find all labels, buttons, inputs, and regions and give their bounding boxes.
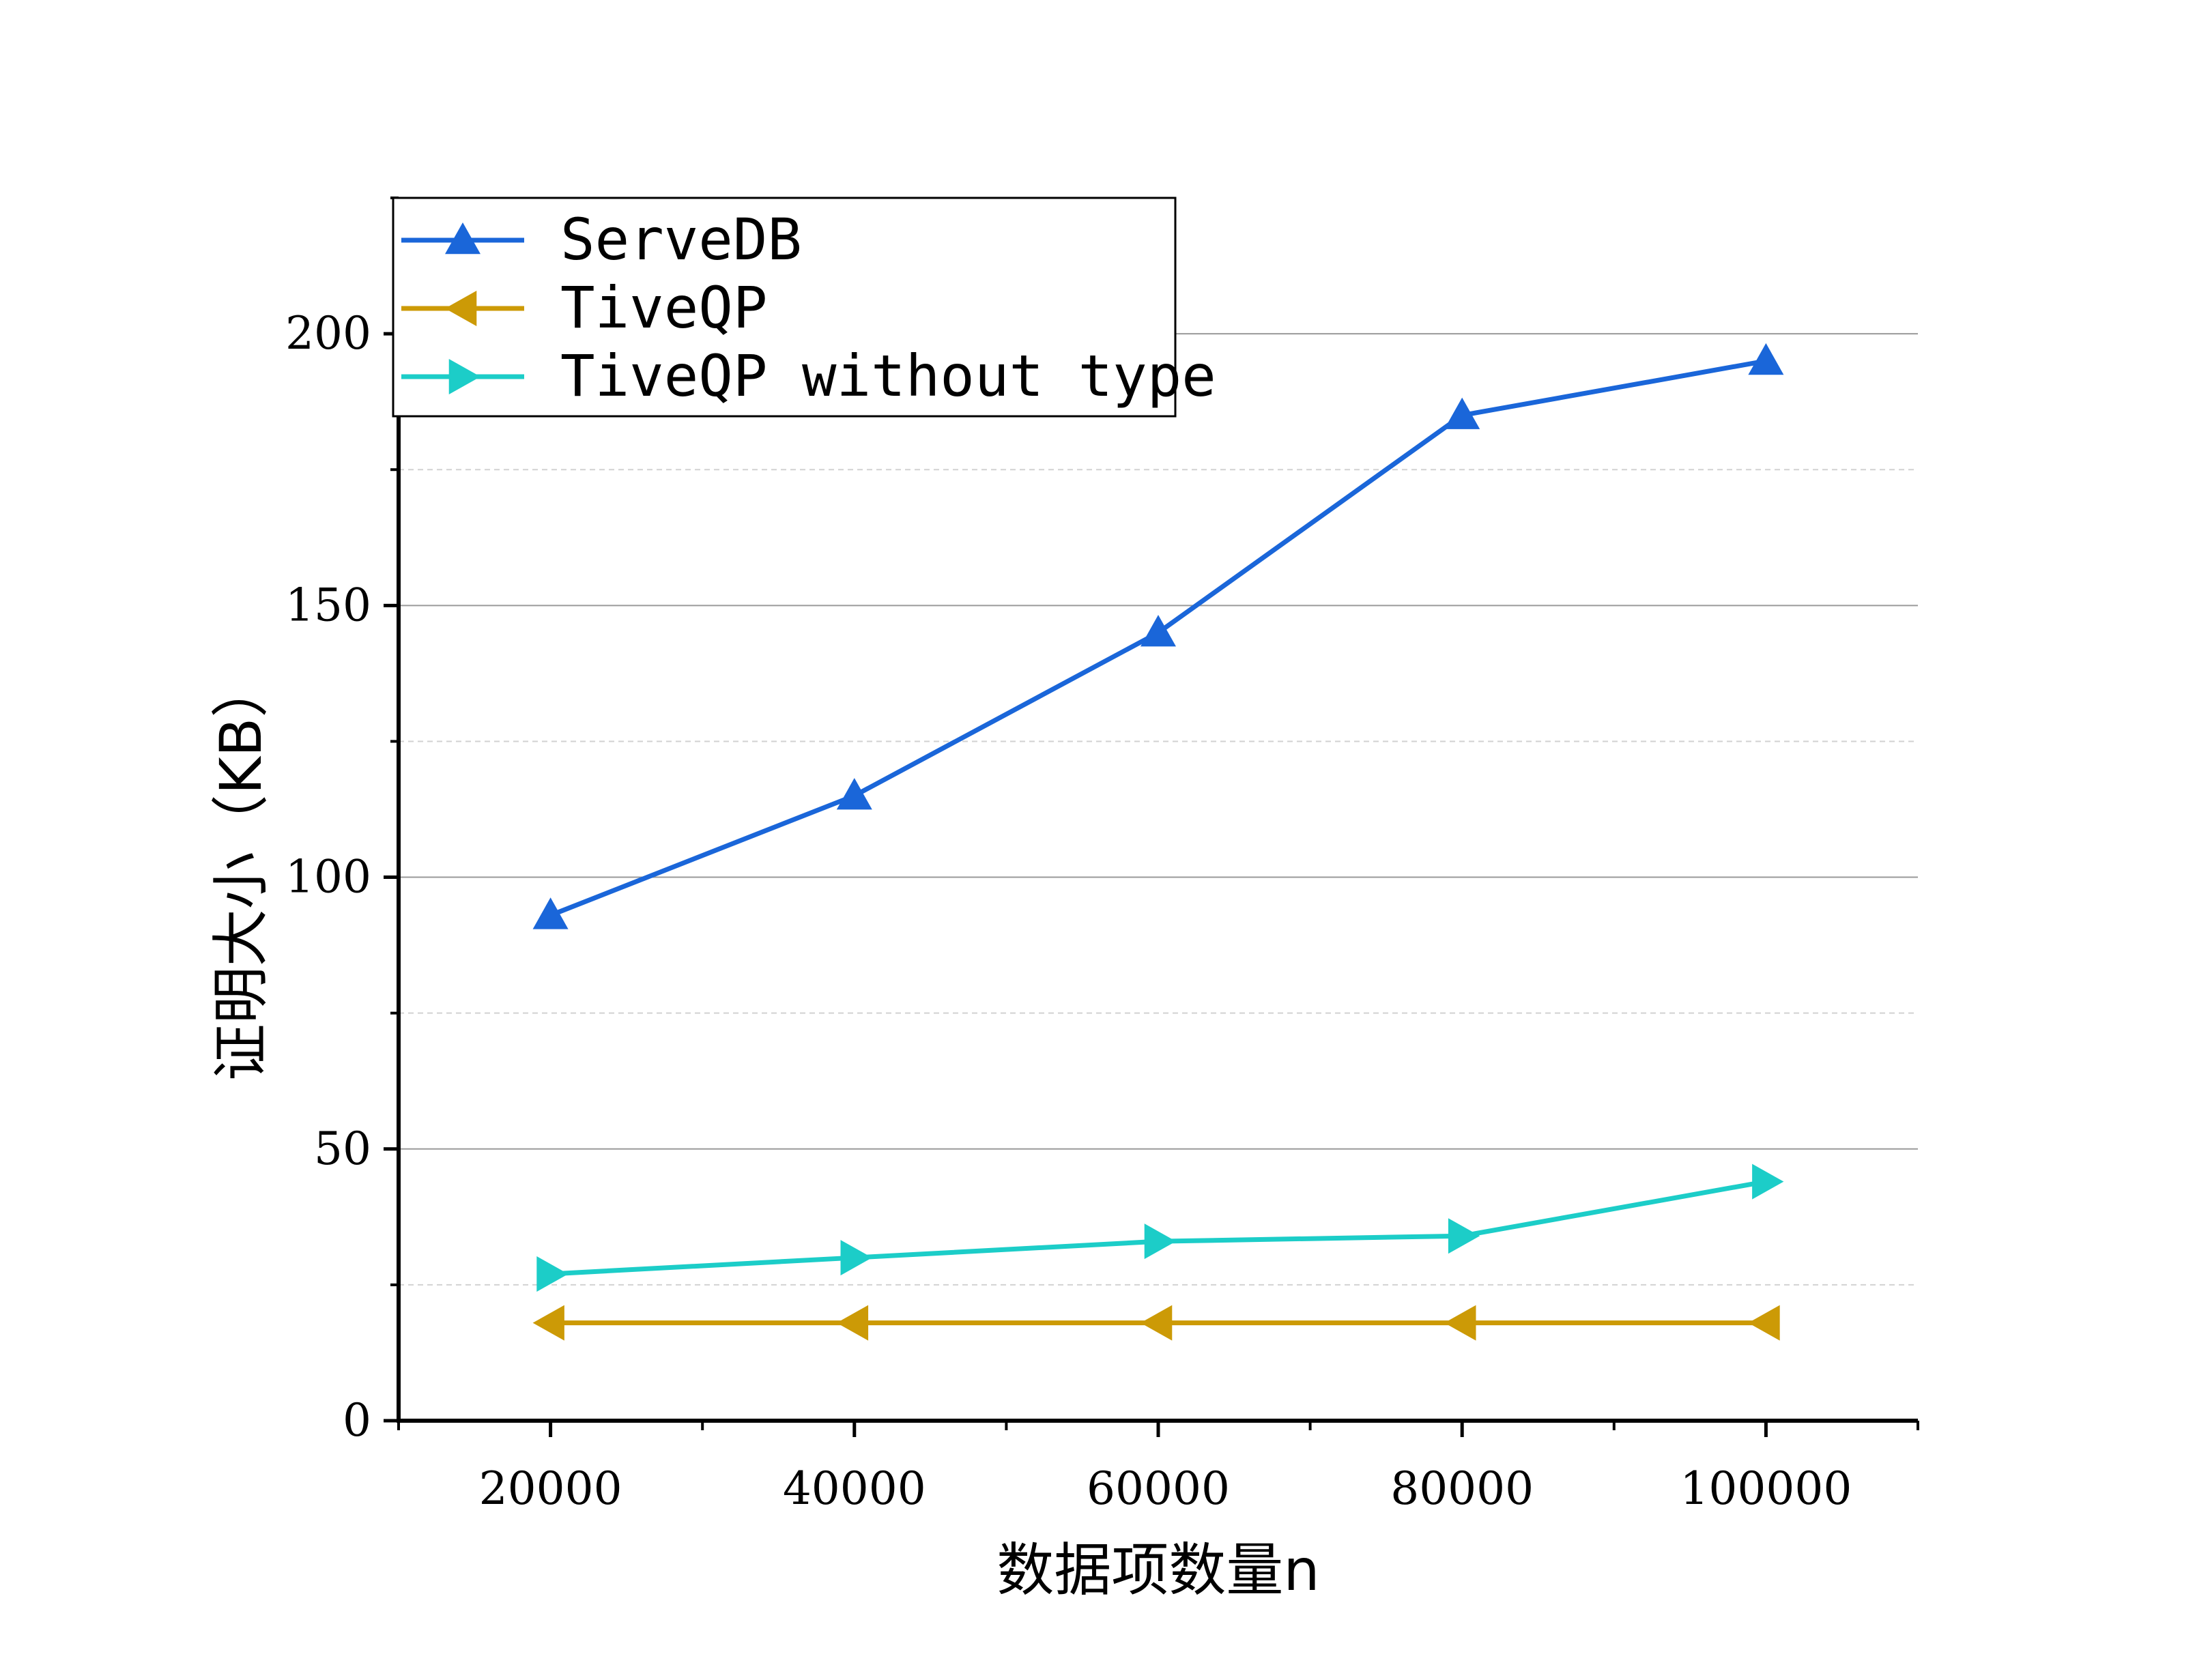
y-axis-title: 证明大小（KB）: [207, 661, 274, 1082]
data-point: [836, 1305, 869, 1341]
data-point: [1748, 343, 1784, 375]
grid-lines: [399, 333, 1918, 1286]
legend-item: ServeDB: [401, 206, 802, 273]
x-tick-label: 20000: [479, 1462, 622, 1515]
data-point: [1752, 1163, 1784, 1200]
x-tick-label: 80000: [1390, 1462, 1534, 1515]
y-tick-label: 150: [285, 579, 371, 631]
data-point: [1748, 1305, 1780, 1341]
x-tick-label: 60000: [1087, 1462, 1230, 1515]
legend-label: TiveQP without type: [560, 343, 1216, 409]
data-point: [1444, 397, 1480, 429]
legend-marker: [445, 222, 480, 255]
axes: 0 50 100 150 200 20000 40000 60000 80000 100000: [285, 197, 1919, 1515]
data-point: [836, 778, 872, 810]
y-tick-label: 50: [314, 1123, 371, 1175]
series-tiveqp: [532, 1305, 1780, 1341]
data-point: [532, 897, 569, 929]
y-tick-label: 100: [285, 851, 371, 903]
data-point: [536, 1256, 569, 1292]
series-tiveqp-without-type: [536, 1163, 1784, 1292]
series-servedb: [532, 343, 1784, 929]
legend-label: TiveQP: [560, 274, 767, 341]
data-point: [1144, 1223, 1176, 1260]
x-tick-label: 40000: [783, 1462, 926, 1515]
y-tick-label: 0: [343, 1394, 371, 1447]
y-tick-label: 200: [285, 307, 371, 360]
legend-marker: [448, 359, 480, 394]
data-point: [840, 1240, 872, 1276]
x-tick-label: 100000: [1680, 1462, 1852, 1515]
legend-item: TiveQP without type: [401, 343, 1216, 409]
legend-item: TiveQP: [401, 274, 767, 341]
legend-label: ServeDB: [560, 206, 802, 273]
legend-marker: [445, 291, 477, 326]
x-axis-title: 数据项数量n: [996, 1537, 1319, 1604]
series-line: [550, 1179, 1767, 1277]
data-point: [1448, 1218, 1480, 1254]
data-point: [532, 1305, 564, 1341]
data-point: [1140, 1305, 1173, 1341]
data-point: [1444, 1305, 1476, 1341]
data-point: [1140, 615, 1176, 647]
series-layer: [532, 343, 1784, 1341]
